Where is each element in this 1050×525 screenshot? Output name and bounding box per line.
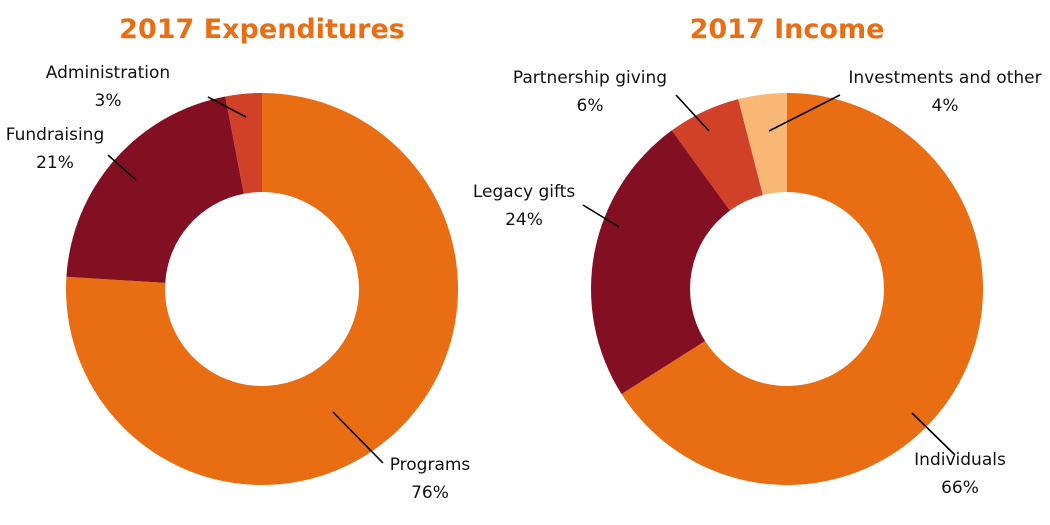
slice-label: Fundraising	[5, 125, 105, 145]
slice-label: Programs	[389, 455, 471, 475]
slice-programs	[65, 93, 458, 485]
slice-value: 76%	[411, 483, 449, 503]
leader-line	[207, 96, 247, 118]
leader-line	[911, 412, 956, 456]
leader-line	[768, 94, 841, 132]
slice-label: Partnership giving	[512, 68, 668, 88]
leader-line	[582, 204, 620, 228]
label-programs: Programs 76%	[310, 451, 550, 507]
label-administration: Administration 3%	[0, 59, 228, 115]
slice-value: 6%	[576, 96, 604, 116]
label-investments: Investments and other 4%	[825, 64, 1050, 120]
slice-value: 3%	[94, 91, 122, 111]
chart-title-income: 2017 Income	[689, 14, 885, 45]
slice-value: 24%	[505, 210, 543, 230]
label-fundraising: Fundraising 21%	[0, 121, 175, 177]
slice-label: Legacy gifts	[472, 182, 576, 202]
leader-line	[107, 154, 137, 181]
label-legacy-gifts: Legacy gifts 24%	[404, 178, 644, 234]
slice-legacy-gifts	[591, 130, 730, 395]
slice-label: Investments and other	[848, 68, 1042, 88]
slice-label: Individuals	[914, 450, 1006, 470]
slice-individuals	[621, 93, 983, 485]
slice-value: 21%	[36, 153, 74, 173]
slice-administration	[225, 93, 262, 194]
label-partnership-giving: Partnership giving 6%	[470, 64, 710, 120]
slice-label: Administration	[45, 63, 171, 83]
leader-line	[675, 94, 710, 132]
slice-value: 4%	[931, 96, 959, 116]
slice-fundraising	[66, 96, 244, 283]
slice-partnership-giving	[671, 99, 763, 211]
leader-line	[332, 411, 384, 464]
slice-value: 66%	[941, 478, 979, 498]
label-individuals: Individuals 66%	[840, 446, 1050, 502]
chart-title-expenditures: 2017 Expenditures	[119, 14, 405, 45]
slice-investments-and-other	[738, 93, 787, 196]
